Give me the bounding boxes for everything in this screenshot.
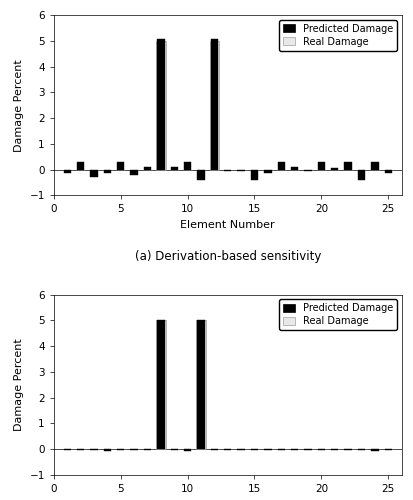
Bar: [90, 449, 97, 450]
Bar: [317, 162, 324, 170]
Bar: [90, 170, 97, 177]
Bar: [263, 449, 271, 450]
Bar: [103, 170, 111, 173]
Bar: [317, 449, 324, 450]
Bar: [117, 449, 124, 450]
Bar: [77, 449, 84, 450]
Bar: [357, 449, 364, 450]
Bar: [143, 449, 151, 450]
Bar: [77, 162, 84, 170]
Bar: [157, 40, 164, 170]
Bar: [209, 41, 218, 170]
Bar: [197, 170, 204, 180]
Bar: [304, 170, 311, 171]
Bar: [250, 170, 258, 180]
Bar: [170, 449, 178, 450]
Bar: [304, 449, 311, 450]
Bar: [384, 170, 391, 173]
X-axis label: Element Number: Element Number: [180, 220, 274, 230]
Bar: [196, 320, 205, 449]
Bar: [290, 449, 297, 450]
Bar: [130, 449, 138, 450]
Bar: [330, 168, 337, 170]
Bar: [197, 320, 204, 449]
Text: (a) Derivation-based sensitivity: (a) Derivation-based sensitivity: [134, 250, 320, 262]
Bar: [63, 170, 71, 173]
Bar: [117, 162, 124, 170]
Bar: [384, 449, 391, 450]
Bar: [277, 162, 284, 170]
Bar: [223, 449, 231, 450]
Legend: Predicted Damage, Real Damage: Predicted Damage, Real Damage: [279, 300, 396, 330]
Bar: [143, 167, 151, 170]
Bar: [344, 162, 351, 170]
Bar: [183, 162, 191, 170]
Bar: [103, 449, 111, 450]
Bar: [237, 170, 244, 171]
Bar: [237, 449, 244, 450]
Bar: [63, 449, 71, 450]
Bar: [156, 320, 165, 449]
Bar: [170, 167, 178, 170]
Bar: [157, 320, 164, 449]
Bar: [370, 162, 377, 170]
Y-axis label: Damage Percent: Damage Percent: [14, 338, 24, 431]
Bar: [370, 449, 377, 450]
Bar: [263, 170, 271, 173]
Bar: [330, 449, 337, 450]
Bar: [290, 167, 297, 170]
Bar: [223, 170, 231, 171]
Bar: [210, 449, 218, 450]
Bar: [250, 449, 258, 450]
Bar: [344, 449, 351, 450]
Bar: [210, 40, 218, 170]
Y-axis label: Damage Percent: Damage Percent: [14, 59, 24, 152]
Bar: [357, 170, 364, 180]
Bar: [183, 449, 191, 450]
Bar: [277, 449, 284, 450]
Bar: [156, 41, 165, 170]
Legend: Predicted Damage, Real Damage: Predicted Damage, Real Damage: [279, 20, 396, 50]
Bar: [130, 170, 138, 175]
